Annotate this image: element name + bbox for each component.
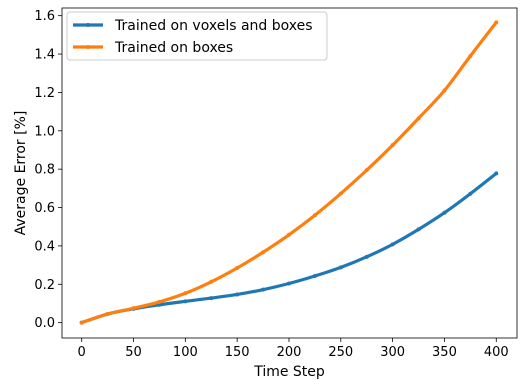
data-point [468,53,473,58]
legend-entry: Trained on boxes [73,40,233,56]
y-tick-label: 0.2 [34,278,55,293]
data-point [312,213,317,218]
legend-frame [66,11,328,61]
series-2 [79,20,499,325]
data-point [468,191,473,196]
x-tick-label: 400 [484,345,509,360]
x-tick-label: 0 [78,345,86,360]
y-tick-label: 0.0 [34,316,55,331]
data-point [131,306,136,311]
data-point [183,299,188,304]
data-point [312,274,317,279]
data-point [390,143,395,148]
x-tick-label: 300 [380,345,405,360]
data-point [364,254,369,259]
legend: Trained on voxels and boxes Trained on bo… [66,11,328,61]
x-tick-label: 250 [328,345,353,360]
data-point [442,210,447,215]
y-axis-label: Average Error [%] [13,111,29,236]
y-tick-label: 1.2 [34,86,55,101]
data-point [494,171,499,176]
data-point [183,291,188,296]
y-axis-ticks: 0.0 0.2 0.4 0.6 0.8 1.0 1.2 1.4 1.6 [34,9,62,331]
y-tick-label: 0.8 [34,163,55,178]
y-tick-label: 0.4 [34,239,55,254]
legend-marker [86,23,90,27]
data-point [364,168,369,173]
data-point [235,292,240,297]
data-point [390,242,395,247]
y-tick-label: 1.6 [34,9,55,24]
x-tick-label: 150 [225,345,250,360]
legend-entry: Trained on voxels and boxes [73,18,313,34]
series-layer [79,20,499,325]
x-axis-label: Time Step [253,364,325,379]
x-tick-label: 200 [277,345,302,360]
x-tick-label: 50 [125,345,142,360]
x-axis-ticks: 0 50 100 150 200 250 300 350 400 [78,338,509,360]
data-point [235,265,240,270]
y-tick-label: 1.4 [34,48,55,63]
data-point [416,227,421,232]
data-point [416,116,421,121]
x-tick-label: 350 [432,345,457,360]
data-point [209,279,214,284]
data-point [79,320,84,325]
x-tick-label: 100 [173,345,198,360]
data-point [338,265,343,270]
legend-marker [86,45,90,49]
data-point [286,232,291,237]
data-point [157,299,162,304]
data-point [494,20,499,25]
data-point [286,281,291,286]
data-point [261,250,266,255]
legend-label: Trained on boxes [114,40,233,56]
y-tick-label: 1.0 [34,124,55,139]
data-point [105,312,110,317]
y-tick-label: 0.6 [34,201,55,216]
legend-label: Trained on voxels and boxes [114,18,313,34]
data-point [442,88,447,93]
data-point [209,296,214,301]
data-point [338,191,343,196]
data-point [261,287,266,292]
